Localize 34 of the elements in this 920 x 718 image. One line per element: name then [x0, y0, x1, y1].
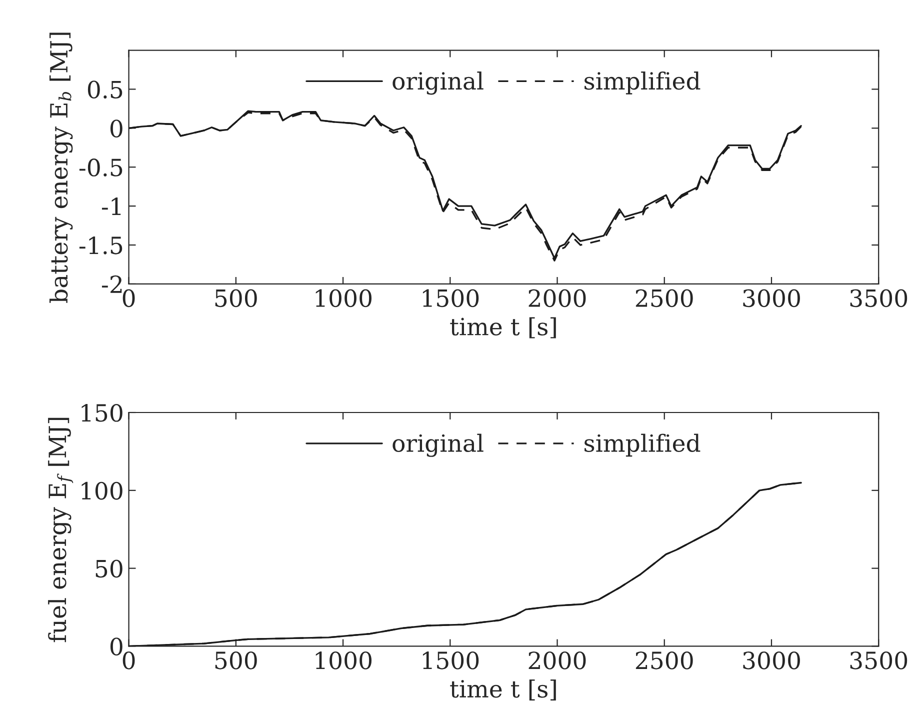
y-tick-label: -1: [102, 198, 121, 216]
y-tick-label: -1.5: [79, 236, 122, 254]
y-axis-title: battery energy E$_{b}$ [MJ]: [49, 32, 73, 303]
y-tick-label: 0.5: [88, 80, 122, 99]
y-tick-label: 100: [82, 482, 122, 500]
x-tick-label: 1500: [422, 289, 479, 308]
x-tick-label: 3000: [743, 289, 800, 308]
x-tick-label: 0: [122, 651, 135, 670]
y-tick-label: 150: [82, 404, 122, 422]
x-axis-title: time t [s]: [450, 317, 556, 338]
y-tick-label: 0: [110, 638, 122, 656]
x-tick-label: 2500: [636, 289, 693, 308]
x-tick-label: 2500: [636, 651, 693, 670]
y-tick-label: 50: [96, 560, 122, 578]
x-tick-label: 2000: [528, 651, 586, 670]
y-axis-title: fuel energy E$_{f}$ [MJ]: [48, 418, 74, 642]
legend-label: simplified: [584, 434, 700, 457]
x-tick-label: 3000: [743, 651, 800, 670]
y-tick-label: -2: [102, 275, 122, 293]
x-tick-label: 1000: [316, 651, 372, 670]
x-tick-label: 0: [122, 289, 135, 308]
legend-label: original: [392, 434, 484, 457]
legend-label: simplified: [584, 72, 700, 94]
x-tick-label: 1000: [316, 289, 372, 308]
legend-label: original: [392, 72, 484, 95]
y-tick-label: -0.5: [79, 158, 122, 176]
y-tick-label: 0: [110, 120, 122, 138]
x-tick-label: 2000: [528, 289, 586, 308]
x-axis-title: time t [s]: [450, 679, 556, 701]
x-tick-label: 3500: [850, 289, 908, 308]
x-tick-label: 3500: [850, 651, 908, 670]
x-tick-label: 500: [215, 651, 257, 670]
x-tick-label: 1500: [422, 651, 479, 670]
x-tick-label: 500: [215, 289, 257, 308]
